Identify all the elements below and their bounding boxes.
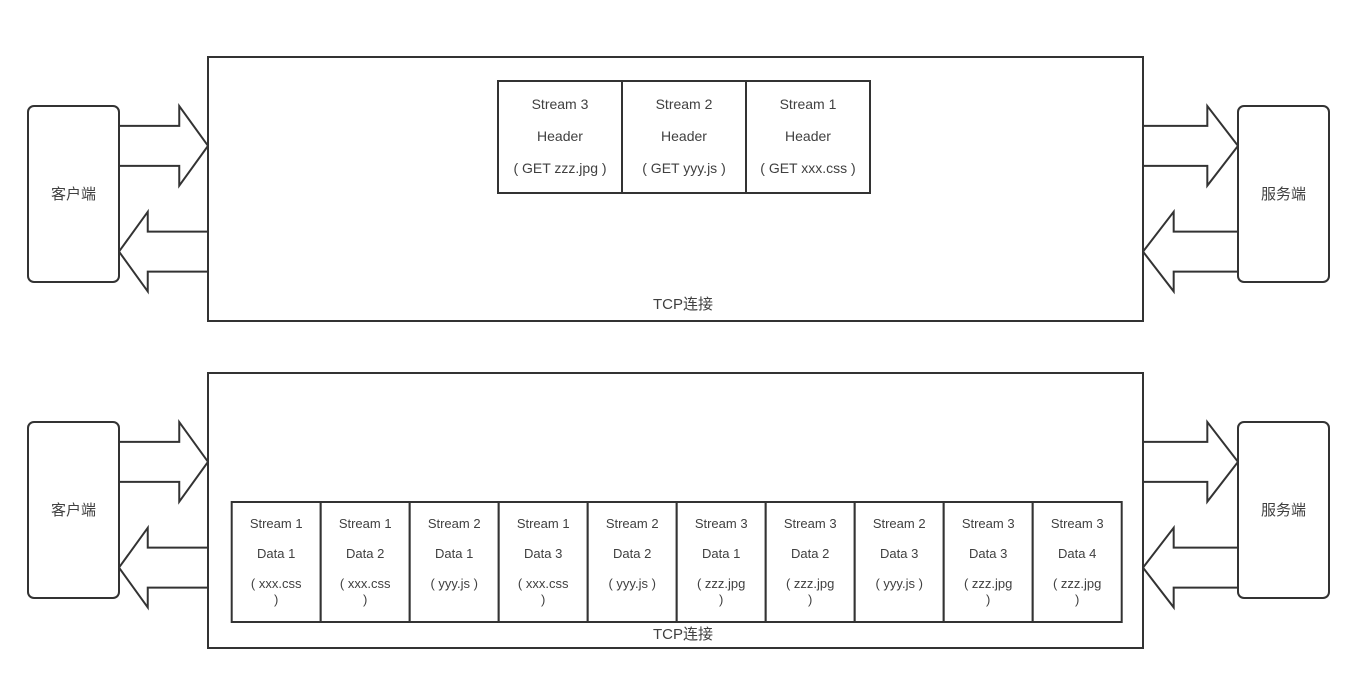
svg-text:( xxx.css: ( xxx.css	[340, 576, 391, 591]
svg-text:( yyy.js ): ( yyy.js )	[875, 576, 922, 591]
svg-text:服务端: 服务端	[1261, 502, 1306, 519]
svg-text:Stream 2: Stream 2	[656, 96, 713, 112]
svg-text:服务端: 服务端	[1261, 186, 1306, 203]
svg-text:( GET yyy.js ): ( GET yyy.js )	[642, 160, 725, 176]
svg-text:Header: Header	[785, 128, 831, 144]
svg-text:Data 1: Data 1	[257, 546, 295, 561]
svg-text:): )	[541, 592, 545, 607]
svg-text:( zzz.jpg: ( zzz.jpg	[964, 576, 1012, 591]
svg-text:Data 4: Data 4	[1058, 546, 1096, 561]
svg-text:( GET xxx.css ): ( GET xxx.css )	[760, 160, 855, 176]
svg-text:Data 3: Data 3	[524, 546, 562, 561]
svg-text:Stream 3: Stream 3	[962, 516, 1015, 531]
svg-text:Stream 1: Stream 1	[339, 516, 392, 531]
svg-text:Header: Header	[661, 128, 707, 144]
svg-text:( zzz.jpg: ( zzz.jpg	[786, 576, 834, 591]
svg-text:): )	[808, 592, 812, 607]
svg-text:): )	[274, 592, 278, 607]
svg-text:Stream 3: Stream 3	[532, 96, 589, 112]
svg-text:Data 2: Data 2	[346, 546, 384, 561]
svg-text:TCP连接: TCP连接	[653, 296, 713, 313]
svg-text:客户端: 客户端	[51, 502, 96, 519]
svg-text:( yyy.js ): ( yyy.js )	[430, 576, 477, 591]
svg-text:Header: Header	[537, 128, 583, 144]
svg-text:Data 2: Data 2	[613, 546, 651, 561]
svg-text:( GET zzz.jpg ): ( GET zzz.jpg )	[513, 160, 606, 176]
svg-text:Data 1: Data 1	[702, 546, 740, 561]
svg-text:Stream 3: Stream 3	[784, 516, 837, 531]
svg-text:Data 2: Data 2	[791, 546, 829, 561]
svg-text:TCP连接: TCP连接	[653, 626, 713, 643]
svg-text:): )	[1075, 592, 1079, 607]
svg-text:Stream 2: Stream 2	[873, 516, 926, 531]
svg-text:Stream 1: Stream 1	[780, 96, 837, 112]
svg-text:Data 1: Data 1	[435, 546, 473, 561]
svg-text:Stream 1: Stream 1	[517, 516, 570, 531]
svg-text:( xxx.css: ( xxx.css	[251, 576, 302, 591]
svg-text:Data 3: Data 3	[969, 546, 1007, 561]
svg-text:): )	[363, 592, 367, 607]
svg-text:Stream 1: Stream 1	[250, 516, 303, 531]
svg-text:客户端: 客户端	[51, 186, 96, 203]
svg-text:): )	[719, 592, 723, 607]
svg-text:( yyy.js ): ( yyy.js )	[608, 576, 655, 591]
svg-text:Stream 2: Stream 2	[428, 516, 481, 531]
svg-text:Data 3: Data 3	[880, 546, 918, 561]
svg-text:( zzz.jpg: ( zzz.jpg	[697, 576, 745, 591]
svg-text:( xxx.css: ( xxx.css	[518, 576, 569, 591]
svg-text:Stream 2: Stream 2	[606, 516, 659, 531]
svg-text:Stream 3: Stream 3	[695, 516, 748, 531]
svg-text:): )	[986, 592, 990, 607]
svg-text:( zzz.jpg: ( zzz.jpg	[1053, 576, 1101, 591]
svg-text:Stream 3: Stream 3	[1051, 516, 1104, 531]
